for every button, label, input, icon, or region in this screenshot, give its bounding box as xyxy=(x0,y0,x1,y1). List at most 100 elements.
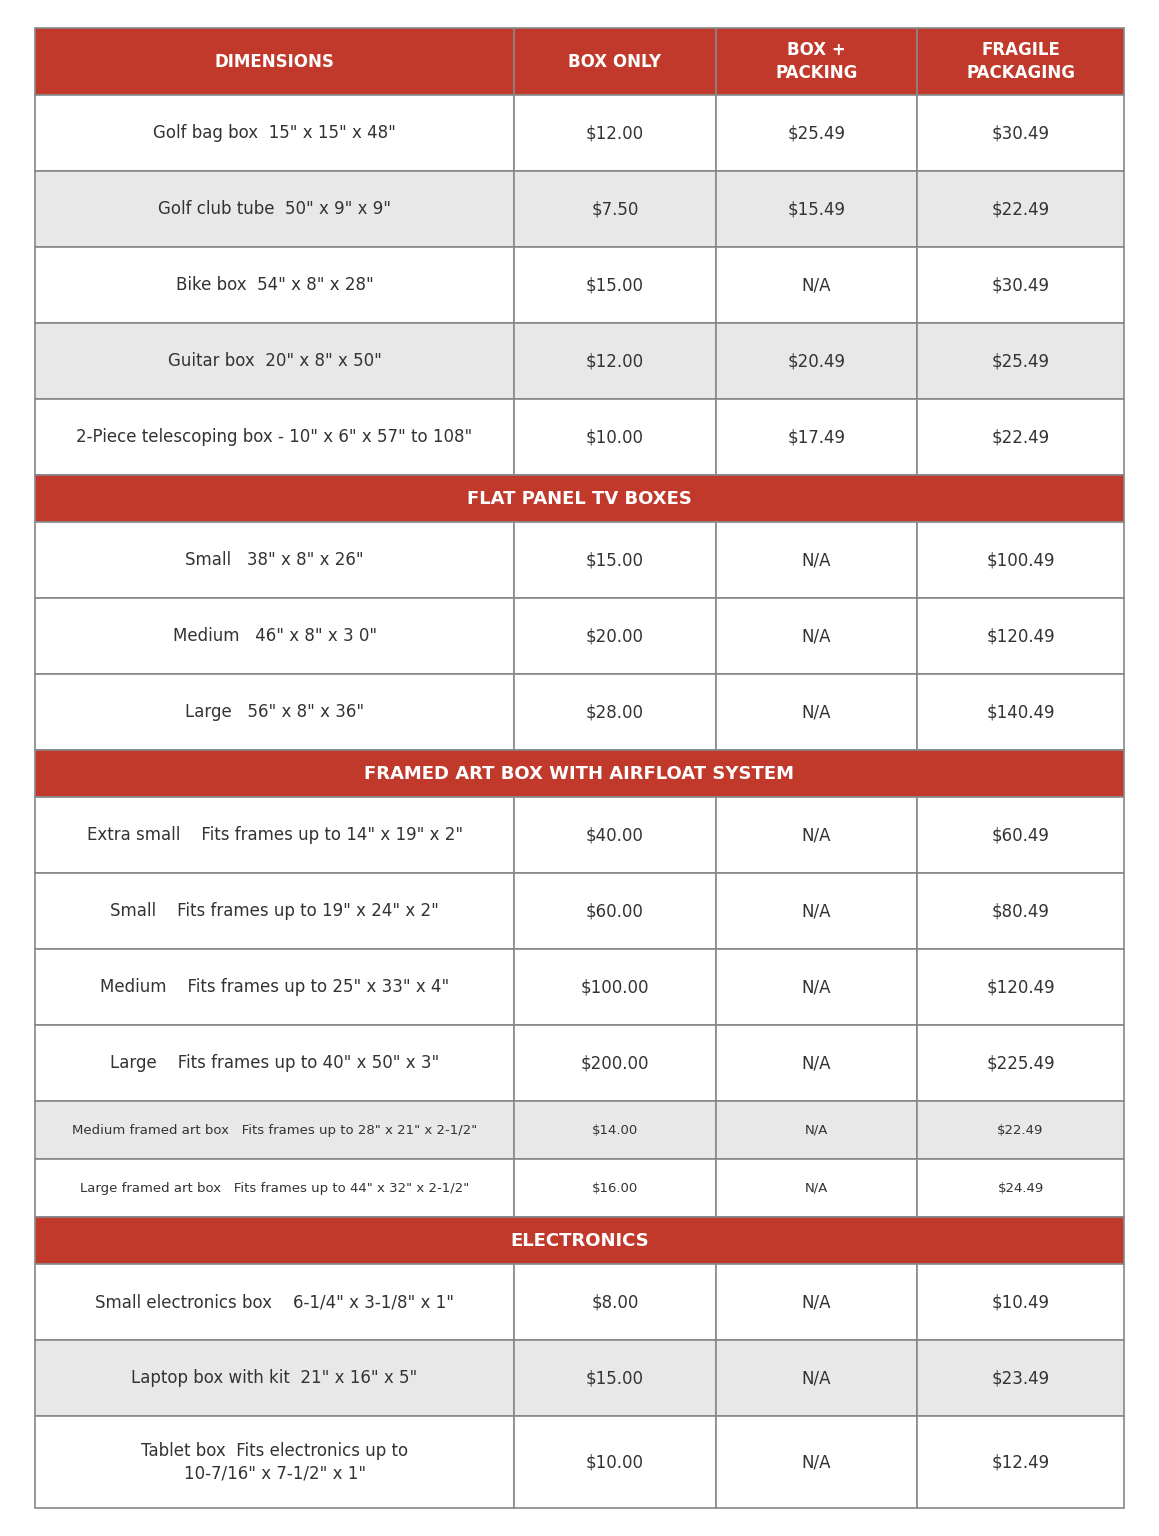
Bar xyxy=(515,1416,715,1508)
Bar xyxy=(35,95,515,170)
Bar xyxy=(715,323,917,399)
Bar xyxy=(715,28,917,95)
Bar xyxy=(35,170,515,247)
Bar xyxy=(715,1341,917,1416)
Bar xyxy=(917,1101,1124,1160)
Text: $140.49: $140.49 xyxy=(986,703,1055,720)
Bar xyxy=(715,247,917,323)
Text: $30.49: $30.49 xyxy=(992,124,1050,141)
Text: $7.50: $7.50 xyxy=(591,200,639,218)
Bar xyxy=(715,797,917,872)
Bar xyxy=(515,1160,715,1218)
Text: N/A: N/A xyxy=(804,1181,828,1195)
Text: N/A: N/A xyxy=(802,978,831,995)
Bar xyxy=(917,949,1124,1025)
Bar xyxy=(917,522,1124,598)
Bar xyxy=(917,1416,1124,1508)
Text: Large   56" x 8" x 36": Large 56" x 8" x 36" xyxy=(185,703,364,720)
Text: $15.49: $15.49 xyxy=(787,200,845,218)
Bar xyxy=(35,598,515,674)
Bar xyxy=(515,399,715,475)
Text: $15.00: $15.00 xyxy=(586,1369,644,1387)
Text: DIMENSIONS: DIMENSIONS xyxy=(214,52,335,71)
Bar xyxy=(515,1264,715,1341)
Text: N/A: N/A xyxy=(802,627,831,645)
Text: Laptop box with kit  21" x 16" x 5": Laptop box with kit 21" x 16" x 5" xyxy=(131,1369,417,1387)
Text: Golf club tube  50" x 9" x 9": Golf club tube 50" x 9" x 9" xyxy=(158,200,391,218)
Bar xyxy=(515,949,715,1025)
Text: BOX +
PACKING: BOX + PACKING xyxy=(775,41,858,81)
Text: Bike box  54" x 8" x 28": Bike box 54" x 8" x 28" xyxy=(176,276,373,293)
Bar xyxy=(917,1264,1124,1341)
Text: $28.00: $28.00 xyxy=(586,703,644,720)
Text: $12.00: $12.00 xyxy=(585,352,644,370)
Text: $15.00: $15.00 xyxy=(586,551,644,568)
Text: ELECTRONICS: ELECTRONICS xyxy=(510,1232,649,1250)
Bar xyxy=(715,872,917,949)
Text: Small   38" x 8" x 26": Small 38" x 8" x 26" xyxy=(185,551,364,568)
Bar xyxy=(917,1341,1124,1416)
Text: Extra small    Fits frames up to 14" x 19" x 2": Extra small Fits frames up to 14" x 19" … xyxy=(87,826,462,845)
Text: Large    Fits frames up to 40" x 50" x 3": Large Fits frames up to 40" x 50" x 3" xyxy=(110,1054,439,1072)
Bar xyxy=(917,323,1124,399)
Bar xyxy=(515,872,715,949)
Text: $22.49: $22.49 xyxy=(991,200,1050,218)
Bar xyxy=(35,323,515,399)
Bar xyxy=(515,95,715,170)
Bar xyxy=(917,797,1124,872)
Bar xyxy=(35,1341,515,1416)
Bar xyxy=(515,247,715,323)
Bar xyxy=(35,1218,1124,1264)
Bar xyxy=(715,170,917,247)
Bar xyxy=(35,797,515,872)
Text: N/A: N/A xyxy=(802,276,831,293)
Text: $10.49: $10.49 xyxy=(992,1293,1050,1312)
Bar xyxy=(35,522,515,598)
Text: N/A: N/A xyxy=(802,1369,831,1387)
Text: $40.00: $40.00 xyxy=(586,826,644,845)
Bar xyxy=(917,674,1124,750)
Bar xyxy=(515,28,715,95)
Text: $17.49: $17.49 xyxy=(787,429,845,445)
Text: $15.00: $15.00 xyxy=(586,276,644,293)
Text: $22.49: $22.49 xyxy=(998,1124,1044,1137)
Text: Guitar box  20" x 8" x 50": Guitar box 20" x 8" x 50" xyxy=(168,352,381,370)
Text: $20.49: $20.49 xyxy=(787,352,845,370)
Bar xyxy=(715,949,917,1025)
Bar xyxy=(35,247,515,323)
Text: BOX ONLY: BOX ONLY xyxy=(568,52,662,71)
Text: Medium    Fits frames up to 25" x 33" x 4": Medium Fits frames up to 25" x 33" x 4" xyxy=(100,978,450,995)
Bar xyxy=(35,475,1124,522)
Bar xyxy=(715,1264,917,1341)
Bar xyxy=(35,399,515,475)
Text: $16.00: $16.00 xyxy=(592,1181,637,1195)
Text: $30.49: $30.49 xyxy=(992,276,1050,293)
Text: Medium framed art box   Fits frames up to 28" x 21" x 2-1/2": Medium framed art box Fits frames up to … xyxy=(72,1124,478,1137)
Bar xyxy=(715,598,917,674)
Bar xyxy=(515,1101,715,1160)
Text: FLAT PANEL TV BOXES: FLAT PANEL TV BOXES xyxy=(467,490,692,507)
Bar xyxy=(35,750,1124,797)
Text: Golf bag box  15" x 15" x 48": Golf bag box 15" x 15" x 48" xyxy=(153,124,396,141)
Bar xyxy=(715,1416,917,1508)
Text: N/A: N/A xyxy=(802,1054,831,1072)
Bar xyxy=(515,170,715,247)
Bar xyxy=(515,323,715,399)
Bar xyxy=(917,598,1124,674)
Text: $10.00: $10.00 xyxy=(586,429,644,445)
Bar xyxy=(715,1101,917,1160)
Text: $80.49: $80.49 xyxy=(992,902,1050,920)
Text: $120.49: $120.49 xyxy=(986,978,1055,995)
Text: Medium   46" x 8" x 3 0": Medium 46" x 8" x 3 0" xyxy=(173,627,377,645)
Bar xyxy=(35,949,515,1025)
Text: $22.49: $22.49 xyxy=(991,429,1050,445)
Text: N/A: N/A xyxy=(802,1453,831,1471)
Text: N/A: N/A xyxy=(802,1293,831,1312)
Bar xyxy=(917,1160,1124,1218)
Text: $100.00: $100.00 xyxy=(581,978,649,995)
Bar xyxy=(35,1025,515,1101)
Bar xyxy=(917,399,1124,475)
Bar xyxy=(515,1341,715,1416)
Bar xyxy=(515,674,715,750)
Text: $10.00: $10.00 xyxy=(586,1453,644,1471)
